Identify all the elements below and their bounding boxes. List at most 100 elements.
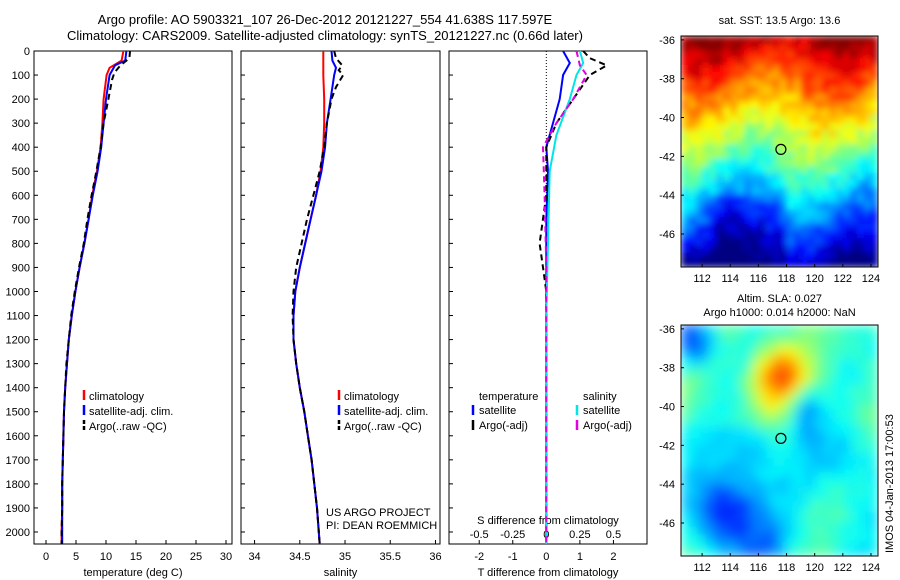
y-tick-label: 600 — [12, 190, 30, 202]
y-tick-label: 500 — [12, 166, 30, 178]
map-frame — [680, 324, 879, 557]
map-y-tick-label: -40 — [659, 113, 675, 125]
x-tick-label: 35.5 — [380, 551, 401, 563]
figure-title-line2: Climatology: CARS2009. Satellite-adjuste… — [67, 28, 583, 43]
series-line-3 — [60, 50, 131, 544]
x-tick-label: 20 — [160, 551, 172, 563]
plot-frame — [240, 50, 441, 545]
map-y-tick-label: -40 — [659, 402, 675, 414]
x-tick-label: 15 — [130, 551, 142, 563]
x-tick-label: 10 — [100, 551, 112, 563]
y-tick-label: 1500 — [6, 407, 30, 419]
map-x-tick-label: 114 — [721, 273, 739, 285]
plot-frame — [33, 50, 233, 545]
y-tick-label: 2000 — [6, 527, 30, 539]
timestamp-stamp: IMOS 04-Jan-2013 17:00:53 — [884, 414, 896, 553]
map-y-tick-label: -46 — [659, 229, 675, 241]
legend-label: climatology — [344, 391, 400, 403]
map-title-line1: Altim. SLA: 0.027 — [737, 293, 822, 305]
x-tick-label: 2 — [610, 551, 616, 563]
profile-panel-3: -2 -1 0 1 2 T difference from climatology -0.5… — [448, 50, 648, 579]
x-tick-label: 34 — [248, 551, 260, 563]
map-y-tick-label: -46 — [659, 518, 675, 530]
map-x-tick-label: 118 — [778, 562, 796, 574]
x-tick-label: 0 — [543, 551, 549, 563]
map-y-tick-label: -44 — [659, 190, 675, 202]
y-tick-label: 800 — [12, 238, 30, 250]
y-tick-label: 1900 — [6, 503, 30, 515]
x-axis-label: salinity — [324, 567, 358, 579]
map-frame — [680, 35, 879, 268]
y-tick-label: 100 — [12, 70, 30, 82]
map-field — [681, 36, 878, 267]
legend-title-temperature: temperature — [479, 391, 538, 403]
map-x-tick-label: 118 — [778, 273, 796, 285]
footer-project: US ARGO PROJECT — [326, 507, 431, 519]
x-axis-label: T difference from climatology — [478, 567, 619, 579]
map-x-tick-label: 116 — [750, 562, 768, 574]
x2-tick-label: -0.25 — [500, 529, 525, 541]
map-y-tick-label: -36 — [659, 35, 675, 47]
map-x-tick-label: 122 — [834, 273, 852, 285]
argo-location-marker — [775, 143, 787, 155]
x-tick-label: 36 — [429, 551, 441, 563]
y-tick-label: 1700 — [6, 455, 30, 467]
footer-pi: PI: DEAN ROEMMICH — [326, 520, 438, 532]
map-x-tick-label: 122 — [834, 562, 852, 574]
x-tick-label: 5 — [73, 551, 79, 563]
map-y-tick-label: -42 — [659, 440, 675, 452]
y-tick-label: 900 — [12, 262, 30, 274]
x-tick-label: 34.5 — [289, 551, 310, 563]
x-tick-label: 1 — [577, 551, 583, 563]
legend-label: climatology — [89, 391, 145, 403]
profile-panel-2: 34 34.5 35 35.5 36 salinity climatology satelli… — [240, 50, 442, 579]
x-tick-label: -1 — [508, 551, 518, 563]
series-line-2 — [292, 50, 338, 545]
series-line-3 — [291, 50, 345, 545]
map-title-line2: Argo h1000: 0.014 h2000: NaN — [703, 307, 855, 319]
legend-label: Argo(..raw -QC) — [344, 421, 422, 433]
y-tick-label: 1600 — [6, 431, 30, 443]
argo-location-marker — [775, 432, 787, 444]
y-tick-label: 0 — [24, 46, 30, 58]
y-tick-label: 300 — [12, 118, 30, 130]
map-x-tick-label: 114 — [721, 562, 739, 574]
map-x-tick-label: 112 — [693, 562, 711, 574]
y-tick-label: 1400 — [6, 383, 30, 395]
map-title: sat. SST: 13.5 Argo: 13.6 — [719, 15, 841, 27]
map-field — [681, 325, 878, 556]
series-line-2 — [538, 50, 609, 544]
profile-panel-1: 0100200300400500600700800900100011001200… — [6, 46, 233, 579]
map-x-tick-label: 124 — [862, 562, 880, 574]
y-tick-label: 200 — [12, 94, 30, 106]
legend-label: satellite-adj. clim. — [344, 406, 428, 418]
y-tick-label: 1800 — [6, 479, 30, 491]
legend-label: satellite — [583, 405, 620, 417]
x-axis-label: temperature (deg C) — [83, 567, 182, 579]
plot-frame — [448, 50, 648, 545]
map-y-tick-label: -36 — [659, 324, 675, 336]
y-tick-label: 1300 — [6, 359, 30, 371]
x2-tick-label: 0.5 — [606, 529, 621, 541]
map-x-tick-label: 112 — [693, 273, 711, 285]
x-tick-label: -2 — [474, 551, 484, 563]
legend-label: Argo(-adj) — [583, 420, 632, 432]
y-tick-label: 400 — [12, 142, 30, 154]
x2-tick-label: -0.5 — [470, 529, 489, 541]
map-y-tick-label: -38 — [659, 363, 675, 375]
x-tick-label: 30 — [220, 551, 232, 563]
y-tick-label: 1200 — [6, 335, 30, 347]
map-y-tick-label: -42 — [659, 151, 675, 163]
legend-label: satellite-adj. clim. — [89, 406, 173, 418]
legend-label: Argo(-adj) — [479, 420, 528, 432]
legend-label: satellite — [479, 405, 516, 417]
map-x-tick-label: 120 — [805, 273, 823, 285]
series-line-4 — [541, 50, 588, 544]
x2-axis-label: S difference from climatology — [477, 515, 619, 527]
y-tick-label: 1000 — [6, 286, 30, 298]
legend-label: Argo(..raw -QC) — [89, 421, 167, 433]
figure-title-line1: Argo profile: AO 5903321_107 26-Dec-2012… — [97, 12, 553, 27]
y-tick-label: 1100 — [6, 311, 30, 323]
map-y-tick-label: -44 — [659, 479, 675, 491]
